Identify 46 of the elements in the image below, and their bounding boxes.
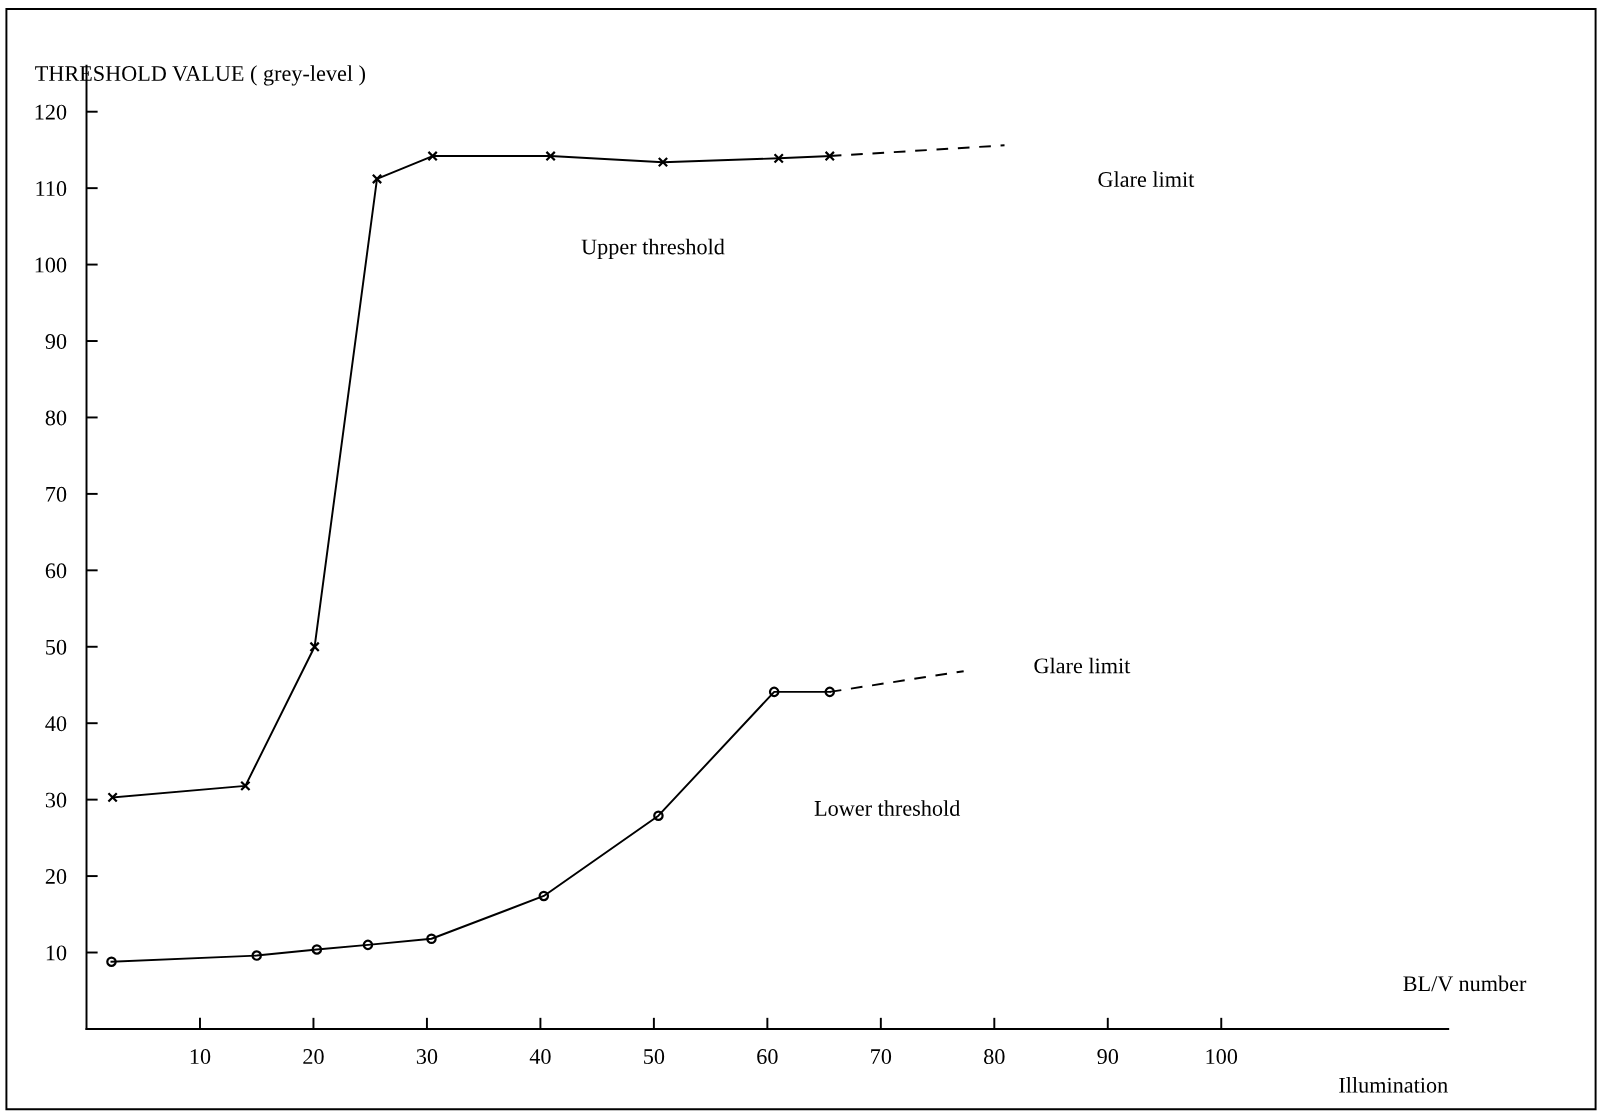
y-tick-label: 70: [46, 486, 67, 502]
point: [240, 780, 251, 792]
y-tick-label: 50: [46, 639, 67, 655]
annotation: Lower threshold: [814, 800, 961, 816]
x-tick-label: 50: [644, 1049, 665, 1065]
point: [538, 890, 550, 902]
point: [773, 153, 784, 164]
x-axis-title: Illumination: [1339, 1077, 1448, 1093]
annotation: Glare limit: [1098, 171, 1195, 187]
point: [824, 686, 836, 698]
x-tick-label: 30: [416, 1049, 438, 1065]
x-tick-label: 100: [1206, 1049, 1238, 1065]
point: [311, 944, 323, 955]
point: [768, 686, 780, 698]
point: [251, 950, 262, 961]
x-tick-label: 20: [303, 1049, 324, 1065]
y-tick-label: 80: [45, 410, 67, 426]
point: [545, 150, 556, 162]
y-tick-label: 100: [35, 257, 67, 273]
x-tick-label: 70: [871, 1049, 892, 1065]
x-tick-label: 10: [190, 1049, 211, 1065]
x-tick-label: 60: [757, 1049, 778, 1065]
x-tick-label: 90: [1097, 1049, 1119, 1065]
point: [427, 150, 438, 162]
point: [371, 173, 383, 185]
annotation: Upper threshold: [581, 238, 725, 259]
annotation: BL/V number: [1403, 975, 1527, 992]
point: [107, 792, 118, 803]
y-tick-label: 110: [36, 181, 67, 197]
x-tick-label: 40: [529, 1049, 551, 1065]
point: [309, 641, 320, 653]
point: [106, 956, 117, 967]
y-tick-label: 30: [45, 792, 67, 808]
point: [362, 939, 374, 951]
point: [653, 810, 664, 821]
y-tick-label: 90: [45, 333, 67, 349]
y-tick-label: 10: [46, 945, 67, 961]
y-tick-label: 40: [45, 716, 67, 732]
annotation: Glare limit: [1034, 657, 1131, 674]
point: [824, 150, 836, 162]
point: [657, 156, 669, 168]
point: [426, 933, 437, 945]
y-tick-label: 120: [35, 104, 67, 120]
y-tick-label: 20: [45, 869, 67, 885]
x-tick-label: 80: [984, 1049, 1005, 1065]
y-tick-label: 60: [45, 563, 67, 579]
